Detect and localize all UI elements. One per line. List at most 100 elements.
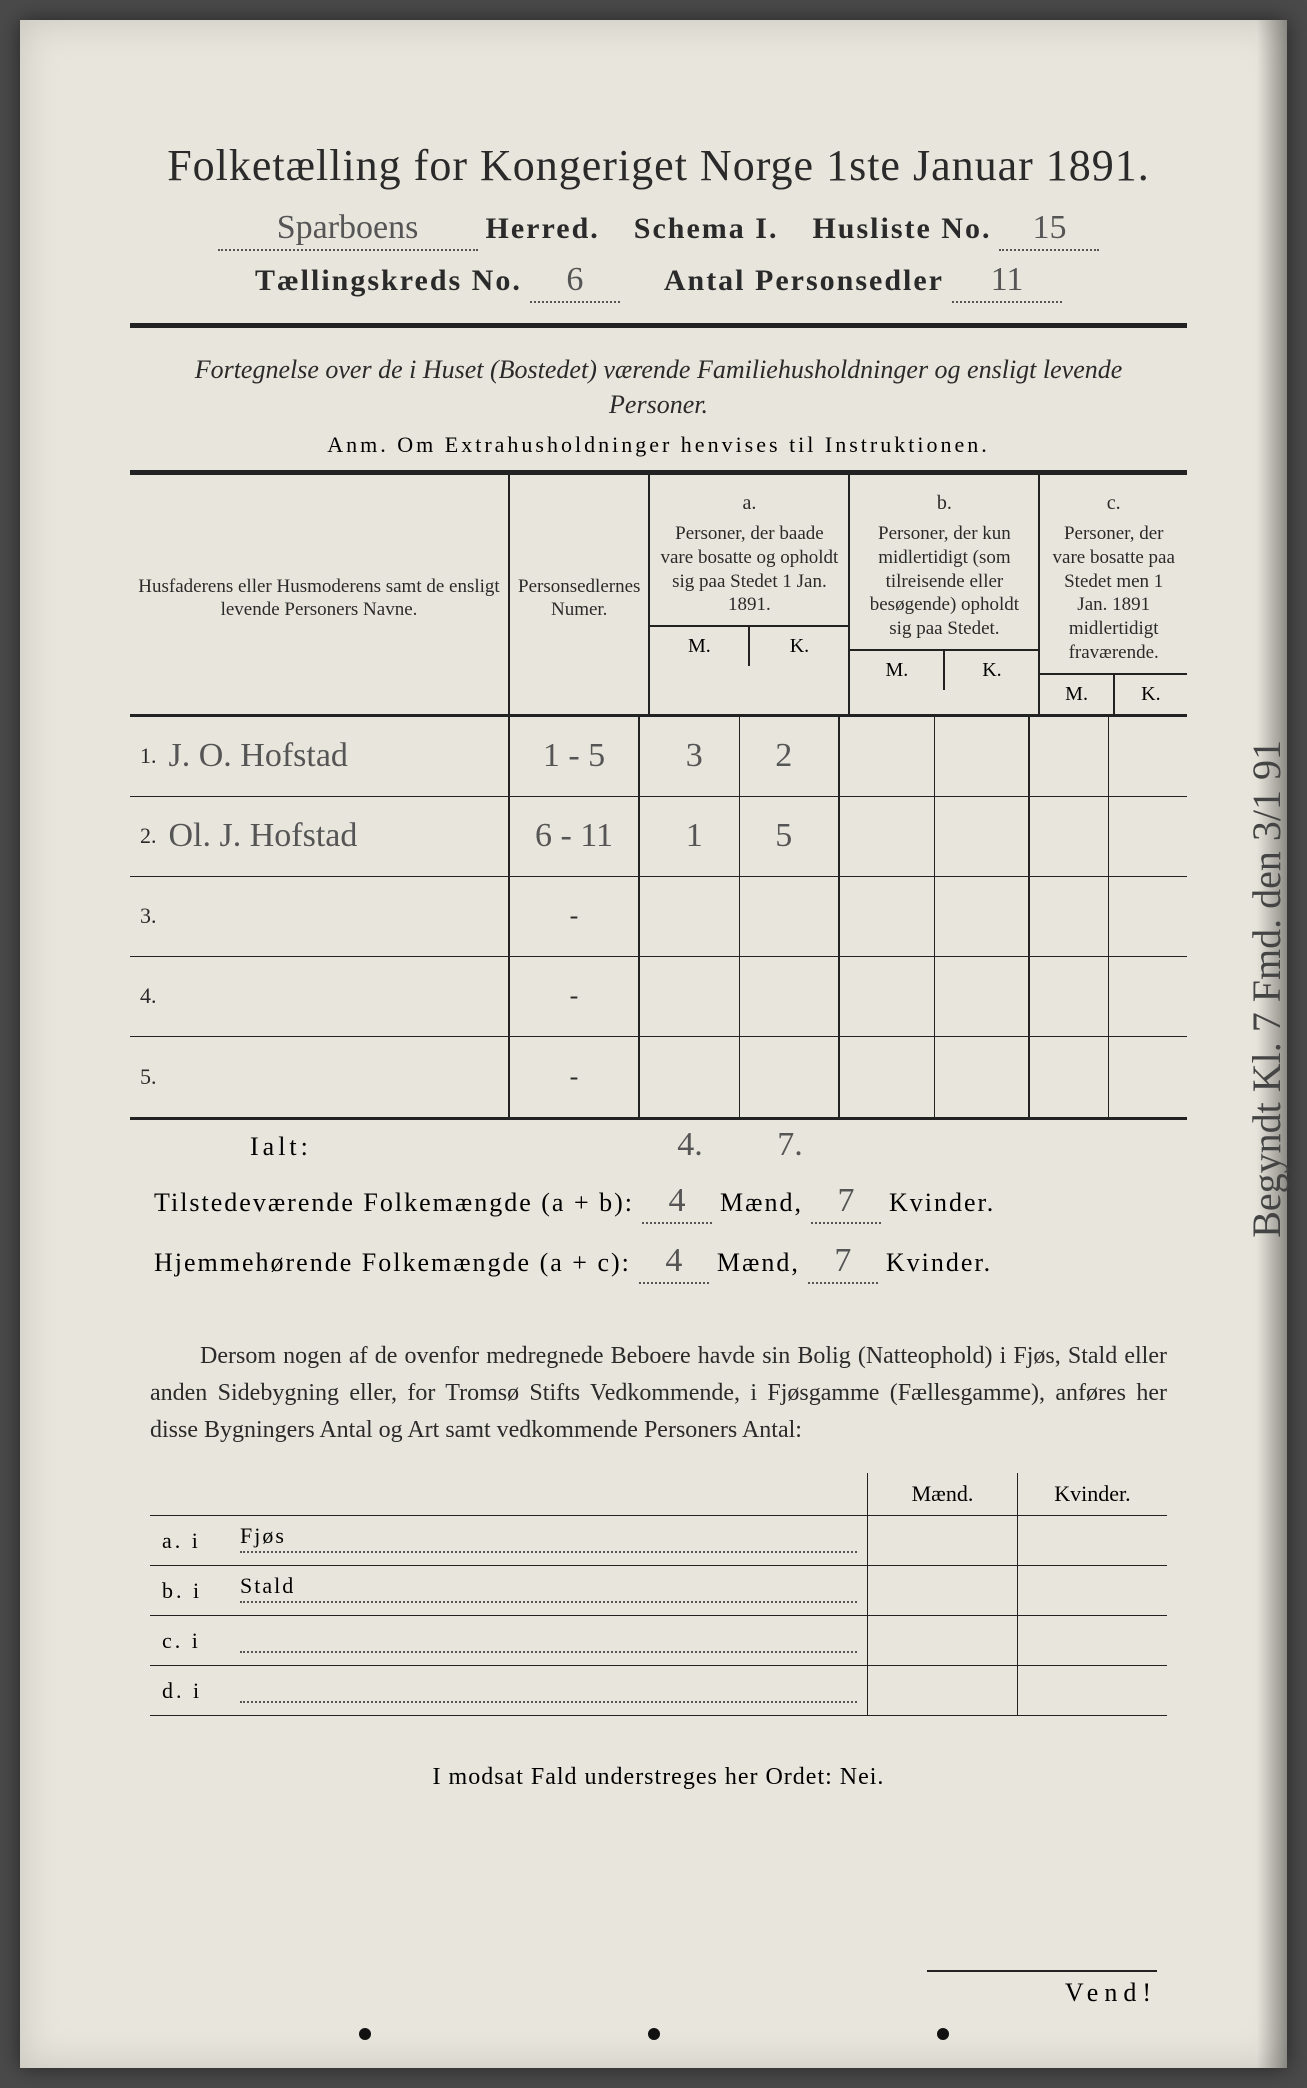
cell-name: 5. xyxy=(130,1037,510,1117)
col-header-c: c. Personer, der vare bosatte paa Stedet… xyxy=(1040,475,1187,714)
lower-head-kvinder: Kvinder. xyxy=(1017,1473,1167,1515)
lower-row-maend xyxy=(867,1516,1017,1565)
col-c-k: K. xyxy=(1115,675,1187,714)
lower-paragraph: Dersom nogen af de ovenfor medregnede Be… xyxy=(150,1338,1167,1450)
page-title: Folketælling for Kongeriget Norge 1ste J… xyxy=(130,140,1187,191)
cell-number: - xyxy=(510,1037,640,1117)
lower-head-maend: Mænd. xyxy=(867,1473,1017,1515)
col-header-names: Husfaderens eller Husmoderens samt de en… xyxy=(130,475,510,714)
summary2-kvinder-label: Kvinder. xyxy=(886,1248,992,1278)
lower-row-label: a. i xyxy=(150,1528,240,1554)
table-row: 2.Ol. J. Hofstad6 - 1115 xyxy=(130,797,1187,877)
col-header-number-text: Personsedlernes Numer. xyxy=(518,575,640,623)
cell-b xyxy=(840,797,1030,876)
col-b-k: K. xyxy=(945,651,1038,690)
cell-b xyxy=(840,1037,1030,1117)
summary1-label: Tilstedeværende Folkemængde (a + b): xyxy=(154,1188,634,1218)
col-header-number: Personsedlernes Numer. xyxy=(510,475,650,714)
cell-a xyxy=(640,1037,840,1117)
col-a-k: K. xyxy=(750,627,848,666)
nei-pre: I modsat Fald understreges her Ordet: xyxy=(433,1764,840,1790)
cell-name: 1.J. O. Hofstad xyxy=(130,717,510,796)
summary1-kvinder: 7 xyxy=(811,1182,881,1224)
table-row: 1.J. O. Hofstad1 - 532 xyxy=(130,717,1187,797)
lower-table-head: Mænd. Kvinder. xyxy=(150,1473,1167,1516)
summary2-label: Hjemmehørende Folkemængde (a + c): xyxy=(154,1248,631,1278)
ialt-row: Ialt: 4. 7. xyxy=(130,1126,1187,1164)
lower-table-row: d. i xyxy=(150,1666,1167,1716)
personsedler-value: 11 xyxy=(952,261,1062,303)
ialt-m: 4. xyxy=(640,1126,740,1164)
divider-rule xyxy=(130,323,1187,328)
col-a-text: Personer, der baade vare bosatte og opho… xyxy=(658,522,840,617)
lower-row-text: Stald xyxy=(240,1579,857,1603)
form-subtitle: Fortegnelse over de i Huset (Bostedet) v… xyxy=(170,352,1147,422)
cell-name: 4. xyxy=(130,957,510,1036)
census-form-page: Folketælling for Kongeriget Norge 1ste J… xyxy=(20,20,1287,2068)
kreds-value: 6 xyxy=(530,261,620,303)
table-row: 3.- xyxy=(130,877,1187,957)
ialt-k: 7. xyxy=(740,1126,840,1164)
lower-row-maend xyxy=(867,1616,1017,1665)
cell-b xyxy=(840,877,1030,956)
cell-number: - xyxy=(510,957,640,1036)
cell-a xyxy=(640,877,840,956)
cell-c xyxy=(1030,1037,1187,1117)
cell-a: 32 xyxy=(640,717,840,796)
cell-number: - xyxy=(510,877,640,956)
lower-row-kvinder xyxy=(1017,1666,1167,1715)
cell-a xyxy=(640,957,840,1036)
schema-label: Schema I. xyxy=(634,212,779,246)
summary2-maend: 4 xyxy=(639,1242,709,1284)
table-row: 5.- xyxy=(130,1037,1187,1117)
lower-row-text: Fjøs xyxy=(240,1529,857,1553)
col-b-label: b. xyxy=(858,491,1030,516)
cell-c xyxy=(1030,717,1187,796)
col-header-b: b. Personer, der kun midlertidigt (som t… xyxy=(850,475,1040,714)
husliste-label: Husliste No. xyxy=(812,212,991,246)
lower-row-text xyxy=(240,1679,857,1703)
lower-row-maend xyxy=(867,1666,1017,1715)
cell-c xyxy=(1030,877,1187,956)
col-header-names-text: Husfaderens eller Husmoderens samt de en… xyxy=(138,575,500,623)
cell-c xyxy=(1030,797,1187,876)
lower-row-kvinder xyxy=(1017,1616,1167,1665)
kreds-label: Tællingskreds No. xyxy=(255,264,522,298)
herred-value: Sparboens xyxy=(218,209,478,251)
lower-row-maend xyxy=(867,1566,1017,1615)
summary2-maend-label: Mænd, xyxy=(717,1248,800,1278)
outbuilding-table: Mænd. Kvinder. a. iFjøsb. iStaldc. id. i xyxy=(150,1473,1167,1716)
col-header-a: a. Personer, der baade vare bosatte og o… xyxy=(650,475,850,714)
col-c-text: Personer, der vare bosatte paa Stedet me… xyxy=(1048,522,1179,665)
col-b-m: M. xyxy=(850,651,945,690)
cell-c xyxy=(1030,957,1187,1036)
cell-b xyxy=(840,717,1030,796)
summary1-maend: 4 xyxy=(642,1182,712,1224)
ialt-label: Ialt: xyxy=(130,1132,510,1162)
summary1-maend-label: Mænd, xyxy=(720,1188,803,1218)
cell-b xyxy=(840,957,1030,1036)
anm-note: Anm. Om Extrahusholdninger henvises til … xyxy=(130,432,1187,458)
header-line-2: Tællingskreds No. 6 Antal Personsedler 1… xyxy=(130,261,1187,303)
table-row: 4.- xyxy=(130,957,1187,1037)
lower-row-label: b. i xyxy=(150,1578,240,1604)
cell-name: 3. xyxy=(130,877,510,956)
nei-word: Nei. xyxy=(840,1764,885,1790)
lower-row-label: d. i xyxy=(150,1678,240,1704)
lower-row-kvinder xyxy=(1017,1516,1167,1565)
nei-line: I modsat Fald understreges her Ordet: Ne… xyxy=(130,1764,1187,1791)
col-c-label: c. xyxy=(1048,491,1179,516)
vend-label: Vend! xyxy=(927,1970,1157,2008)
summary-present: Tilstedeværende Folkemængde (a + b): 4 M… xyxy=(154,1182,1187,1224)
lower-table-row: c. i xyxy=(150,1616,1167,1666)
summary2-kvinder: 7 xyxy=(808,1242,878,1284)
lower-row-text xyxy=(240,1629,857,1653)
summary1-kvinder-label: Kvinder. xyxy=(889,1188,995,1218)
header-line-1: Sparboens Herred. Schema I. Husliste No.… xyxy=(130,209,1187,251)
husliste-value: 15 xyxy=(999,209,1099,251)
lower-table-row: b. iStald xyxy=(150,1566,1167,1616)
cell-a: 15 xyxy=(640,797,840,876)
summary-resident: Hjemmehørende Folkemængde (a + c): 4 Mæn… xyxy=(154,1242,1187,1284)
herred-label: Herred. xyxy=(486,212,600,246)
col-a-m: M. xyxy=(650,627,750,666)
